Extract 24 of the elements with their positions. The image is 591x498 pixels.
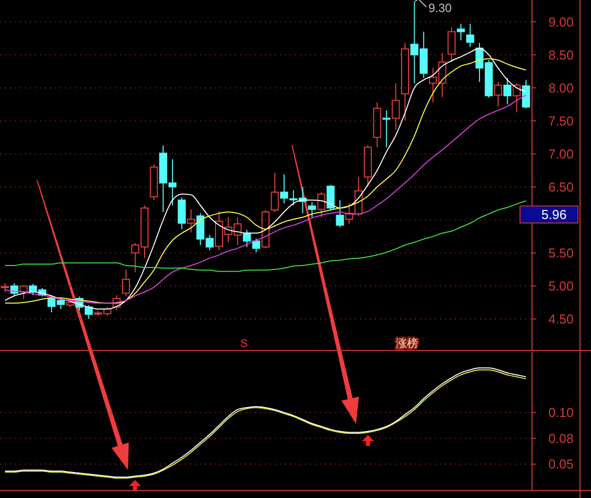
candlestick: [280, 174, 288, 204]
y-tick-label: 5.50: [548, 245, 574, 260]
candlestick: [373, 102, 382, 148]
annotation: 涨榜: [396, 337, 418, 350]
y-tick-label: 0.05: [548, 456, 574, 472]
y-tick-label: 6.50: [548, 179, 574, 194]
candlestick: [392, 82, 400, 131]
line-series: [4, 200, 526, 272]
candlestick: [122, 268, 130, 296]
y-tick-label: 8.00: [548, 80, 574, 96]
candlestick: [112, 294, 121, 311]
annotation: 9.30: [428, 0, 452, 15]
text: 5.96: [541, 207, 567, 222]
y-tick-label: 8.50: [548, 47, 574, 62]
y-tick-label: 0.10: [548, 405, 574, 420]
y-tick-label: 4.50: [548, 312, 574, 327]
annotation: S: [240, 338, 248, 350]
y-tick-label: 7.00: [548, 146, 574, 162]
y-tick-label: 0.08: [548, 430, 574, 446]
y-tick-label: 7.50: [548, 113, 574, 128]
y-tick-label: 9.00: [548, 14, 574, 30]
candlestick: [401, 42, 410, 121]
candlestick: [187, 208, 196, 233]
y-tick-label: 5.00: [548, 278, 574, 294]
